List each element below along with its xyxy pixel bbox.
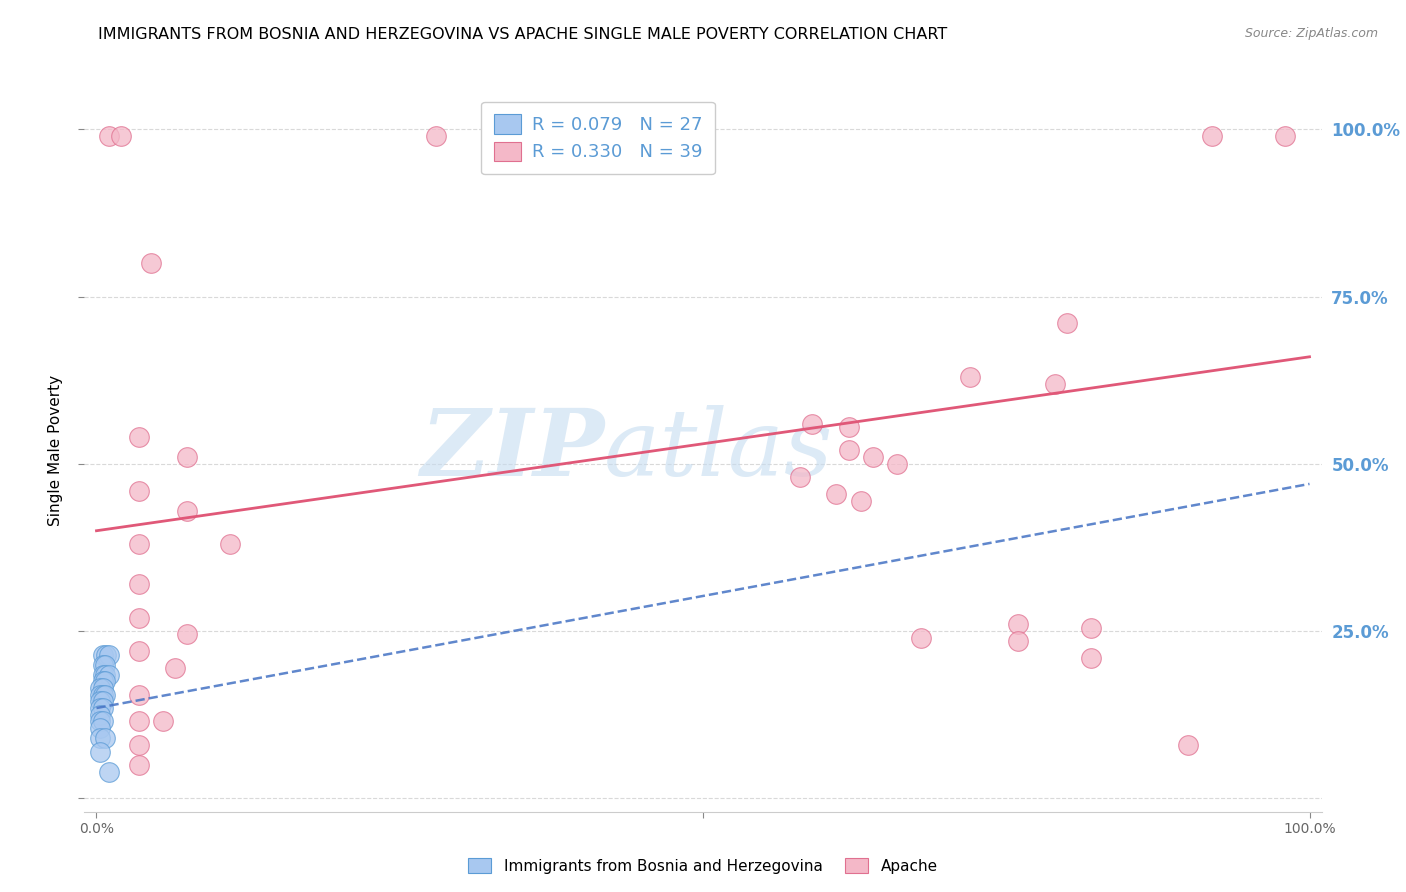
Point <box>128 714 150 729</box>
Point <box>128 577 150 591</box>
Point <box>838 443 860 458</box>
Point <box>910 631 932 645</box>
Point <box>1007 617 1029 632</box>
Point <box>128 611 150 625</box>
Point <box>219 537 242 551</box>
Point <box>849 493 872 508</box>
Point <box>1177 738 1199 752</box>
Point <box>91 714 114 729</box>
Point <box>89 731 111 746</box>
Text: IMMIGRANTS FROM BOSNIA AND HERZEGOVINA VS APACHE SINGLE MALE POVERTY CORRELATION: IMMIGRANTS FROM BOSNIA AND HERZEGOVINA V… <box>98 27 948 42</box>
Point <box>128 430 150 444</box>
Point <box>165 661 187 675</box>
Point <box>89 681 111 695</box>
Point <box>94 667 117 681</box>
Point <box>128 537 150 551</box>
Point <box>1007 634 1029 648</box>
Point <box>959 369 981 384</box>
Point <box>1080 621 1102 635</box>
Point <box>96 648 118 662</box>
Point <box>91 657 114 672</box>
Point <box>91 701 114 715</box>
Point <box>110 129 132 144</box>
Point <box>89 688 111 702</box>
Point <box>91 694 114 708</box>
Text: ZIP: ZIP <box>420 406 605 495</box>
Point <box>176 450 198 465</box>
Point <box>176 627 198 641</box>
Point <box>838 420 860 434</box>
Point <box>1056 317 1078 331</box>
Point <box>128 688 150 702</box>
Point <box>425 129 447 144</box>
Point <box>862 450 884 465</box>
Point <box>89 744 111 758</box>
Point <box>1080 651 1102 665</box>
Point <box>94 731 117 746</box>
Y-axis label: Single Male Poverty: Single Male Poverty <box>48 375 63 526</box>
Point <box>176 503 198 517</box>
Point <box>128 738 150 752</box>
Text: atlas: atlas <box>605 406 834 495</box>
Point <box>139 256 162 270</box>
Point <box>89 721 111 735</box>
Point <box>152 714 174 729</box>
Point <box>825 487 848 501</box>
Point <box>94 688 117 702</box>
Text: Source: ZipAtlas.com: Source: ZipAtlas.com <box>1244 27 1378 40</box>
Point <box>94 674 117 689</box>
Point <box>97 667 120 681</box>
Point <box>91 674 114 689</box>
Point <box>94 657 117 672</box>
Point <box>97 129 120 144</box>
Point <box>886 457 908 471</box>
Point <box>128 644 150 658</box>
Point <box>89 714 111 729</box>
Point <box>789 470 811 484</box>
Point <box>89 707 111 722</box>
Point <box>1043 376 1066 391</box>
Point <box>128 758 150 772</box>
Point <box>91 667 114 681</box>
Point <box>128 483 150 498</box>
Point <box>91 681 114 695</box>
Point <box>1274 129 1296 144</box>
Legend: Immigrants from Bosnia and Herzegovina, Apache: Immigrants from Bosnia and Herzegovina, … <box>463 852 943 880</box>
Legend: R = 0.079   N = 27, R = 0.330   N = 39: R = 0.079 N = 27, R = 0.330 N = 39 <box>481 102 714 174</box>
Point <box>89 701 111 715</box>
Point <box>97 764 120 779</box>
Point <box>801 417 824 431</box>
Point <box>91 688 114 702</box>
Point <box>1201 129 1223 144</box>
Point <box>91 648 114 662</box>
Point <box>97 648 120 662</box>
Point <box>89 694 111 708</box>
